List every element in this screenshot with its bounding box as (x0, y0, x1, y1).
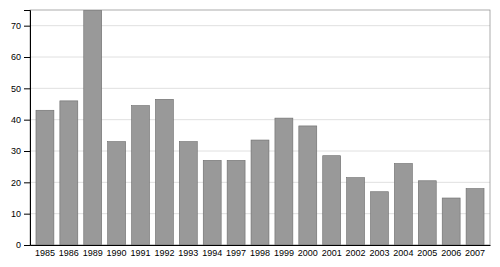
y-tick-label: 0 (16, 240, 21, 250)
x-tick: 2000 (298, 248, 318, 258)
x-tick-label: 1992 (154, 248, 174, 258)
y-tick-mark (24, 88, 30, 89)
bar (275, 118, 293, 245)
x-tick-label: 2002 (346, 248, 366, 258)
x-tick-label: 1998 (250, 248, 270, 258)
y-tick: 60 (11, 52, 30, 62)
x-tick-label: 1990 (107, 248, 127, 258)
y-tick-mark (24, 151, 30, 152)
y-tick: 70 (11, 21, 30, 31)
x-tick-label: 1994 (202, 248, 222, 258)
y-tick-label: 70 (11, 21, 21, 31)
x-tick-label: 2001 (322, 248, 342, 258)
bar (323, 156, 341, 245)
x-tick: 1997 (226, 248, 246, 258)
x-tick-label: 2006 (441, 248, 461, 258)
x-tick: 1993 (178, 248, 198, 258)
x-tick: 2003 (369, 248, 389, 258)
y-tick-mark (24, 26, 30, 27)
x-tick-label: 2003 (369, 248, 389, 258)
x-tick-label: 1985 (35, 248, 55, 258)
plot-frame (30, 10, 490, 245)
bar (60, 101, 78, 245)
y-tick-label: 20 (11, 178, 21, 188)
bar (227, 160, 245, 245)
x-tick: 1989 (83, 248, 103, 258)
bar (394, 164, 412, 245)
x-tick: 1999 (274, 248, 294, 258)
x-tick-label: 1999 (274, 248, 294, 258)
x-tick: 1990 (107, 248, 127, 258)
plot: 0102030405060701985198619891990199119921… (11, 10, 491, 258)
y-tick-label: 40 (11, 115, 21, 125)
y-tick: 0 (16, 240, 30, 250)
y-tick-label: 50 (11, 84, 21, 94)
bar (108, 142, 126, 245)
y-axis: 0 10 20 30 40 50 60 70 (11, 11, 31, 251)
y-tick: 20 (11, 178, 30, 188)
x-tick-label: 1993 (178, 248, 198, 258)
x-tick-label: 1989 (83, 248, 103, 258)
x-tick: 1998 (250, 248, 270, 258)
x-tick: 1992 (154, 248, 174, 258)
bar (442, 198, 460, 245)
y-tick-mark (24, 120, 30, 121)
y-tick: 30 (11, 146, 30, 156)
chart: 0102030405060701985198619891990199119921… (0, 0, 500, 267)
y-tick-label: 10 (11, 209, 21, 219)
bar (84, 10, 102, 245)
x-tick-label: 2004 (393, 248, 413, 258)
y-tick-mark (24, 182, 30, 183)
x-tick-label: 2007 (465, 248, 485, 258)
bar (203, 160, 221, 245)
bar (155, 99, 173, 245)
x-tick: 1994 (202, 248, 222, 258)
y-tick-mark (24, 57, 30, 58)
x-tick: 2004 (393, 248, 413, 258)
y-tick: 40 (11, 115, 30, 125)
x-tick: 2006 (441, 248, 461, 258)
bar (418, 181, 436, 245)
x-tick: 1985 (35, 248, 55, 258)
y-tick-mark (24, 214, 30, 215)
bar (36, 110, 54, 245)
x-tick-label: 1986 (59, 248, 79, 258)
bar (251, 140, 269, 245)
bar (371, 192, 389, 245)
bar (299, 126, 317, 245)
x-tick: 2005 (417, 248, 437, 258)
x-tick-label: 1991 (131, 248, 151, 258)
x-tick: 1991 (131, 248, 151, 258)
x-axis-line (31, 245, 491, 246)
y-tick: 50 (11, 84, 30, 94)
y-tick: 10 (11, 209, 30, 219)
y-tick-mark (24, 245, 30, 246)
bar (132, 106, 150, 245)
x-tick-label: 2005 (417, 248, 437, 258)
y-axis-line (24, 11, 31, 246)
x-tick-label: 1997 (226, 248, 246, 258)
x-tick: 1986 (59, 248, 79, 258)
y-tick-label: 60 (11, 52, 21, 62)
bars (36, 10, 484, 245)
x-tick: 2007 (465, 248, 485, 258)
x-tick: 2001 (322, 248, 342, 258)
bar (466, 189, 484, 245)
x-tick-label: 2000 (298, 248, 318, 258)
y-tick-label: 30 (11, 146, 21, 156)
x-axis: 1985 1986 1989 1990 19911992 1993 1994 1997 1998… (31, 246, 491, 259)
bar (179, 142, 197, 245)
x-tick: 2002 (346, 248, 366, 258)
bar (347, 178, 365, 245)
